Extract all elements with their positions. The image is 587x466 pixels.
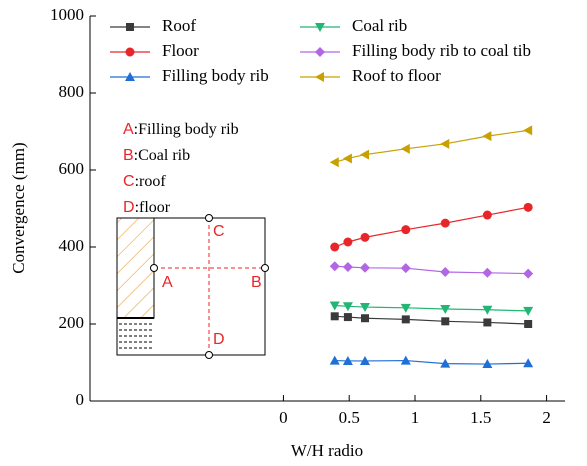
marker	[330, 243, 339, 252]
y-axis-label: Convergence (mm)	[9, 142, 28, 273]
x-tick-label: 1	[411, 408, 420, 427]
diagram-label: A	[162, 274, 173, 291]
diagram-label: B	[251, 274, 262, 291]
marker	[440, 139, 449, 149]
y-tick-label: 0	[76, 390, 85, 409]
marker	[331, 312, 339, 320]
marker	[315, 47, 325, 57]
marker	[524, 203, 533, 212]
marker	[483, 211, 492, 220]
marker	[330, 261, 340, 271]
legend-label: Coal rib	[352, 16, 407, 35]
marker	[315, 72, 324, 82]
annotation-text: :Filling body rib	[134, 121, 239, 138]
annotation-text: :floor	[135, 199, 171, 216]
marker	[126, 48, 135, 57]
y-tick-label: 1000	[50, 5, 84, 24]
annotation-letter: C	[123, 173, 135, 190]
legend-label: Filling body rib	[162, 66, 269, 85]
marker	[361, 233, 370, 242]
y-tick-label: 800	[59, 82, 85, 101]
inset-diagram: A B C D	[117, 215, 269, 359]
marker	[401, 144, 410, 154]
marker	[401, 263, 411, 273]
x-tick-label: 1.5	[470, 408, 491, 427]
marker	[343, 237, 352, 246]
annotation: B:Coal rib	[123, 147, 190, 165]
marker	[401, 225, 410, 234]
marker	[402, 315, 410, 323]
y-tick-label: 200	[59, 313, 85, 332]
annotation-letter: A	[123, 121, 134, 138]
annotation-text: :roof	[135, 173, 167, 190]
annotation-text: :Coal rib	[134, 147, 190, 164]
legend-label: Roof	[162, 16, 196, 35]
marker	[441, 219, 450, 228]
y-tick-label: 600	[59, 159, 85, 178]
marker	[361, 314, 369, 322]
marker	[344, 313, 352, 321]
x-tick-label: 2	[542, 408, 551, 427]
annotation: C:roof	[123, 173, 166, 191]
annotation: A:Filling body rib	[123, 121, 239, 139]
marker	[523, 269, 533, 279]
marker	[343, 262, 353, 272]
x-tick-label: 0	[279, 408, 288, 427]
marker	[330, 157, 339, 167]
marker	[483, 318, 491, 326]
marker	[482, 268, 492, 278]
marker	[482, 131, 491, 141]
marker	[360, 150, 369, 160]
legend-label: Filling body rib to coal tib	[352, 41, 531, 60]
marker	[441, 317, 449, 325]
chart: Convergence (mm) W/H radio A B C D 0 200 4…	[0, 0, 587, 466]
marker	[330, 356, 340, 365]
x-axis-label: W/H radio	[291, 441, 363, 460]
marker	[343, 153, 352, 163]
marker	[126, 23, 134, 31]
marker	[440, 267, 450, 277]
marker	[360, 263, 370, 273]
series-line	[335, 130, 528, 162]
annotation: D:floor	[123, 199, 171, 217]
marker	[523, 125, 532, 135]
legend-label: Floor	[162, 41, 199, 60]
marker	[524, 320, 532, 328]
x-tick-label: 0.5	[339, 408, 360, 427]
annotation-letter: B	[123, 147, 134, 164]
annotation-letter: D	[123, 199, 135, 216]
diagram-label: D	[213, 331, 225, 348]
legend-label: Roof to floor	[352, 66, 441, 85]
diagram-label: C	[213, 223, 225, 240]
y-tick-label: 400	[59, 236, 85, 255]
